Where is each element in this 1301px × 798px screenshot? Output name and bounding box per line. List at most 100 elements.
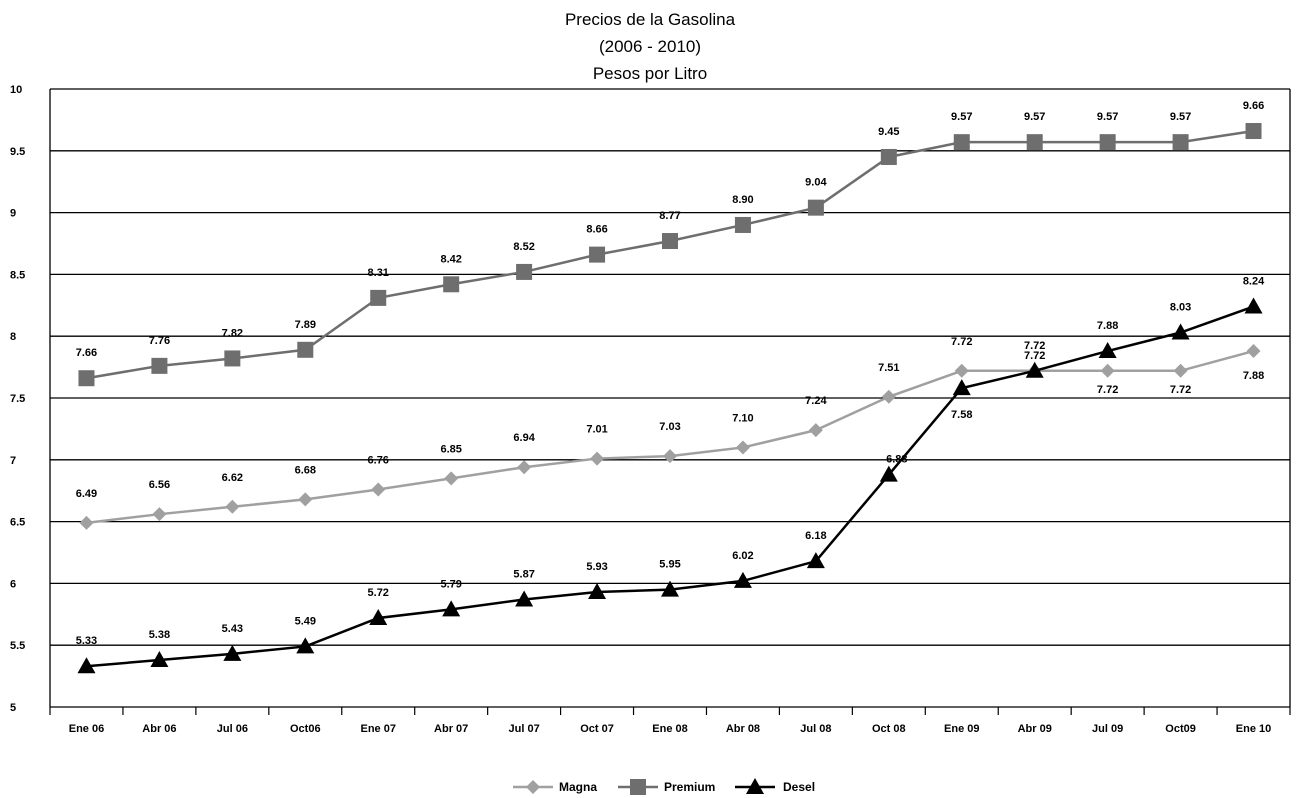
data-point-desel <box>296 637 315 654</box>
data-label-desel: 7.88 <box>1097 320 1118 332</box>
data-point-desel <box>1025 361 1044 378</box>
data-label-magna: 7.88 <box>1243 370 1264 382</box>
data-point-desel <box>1171 323 1190 340</box>
series-line-premium <box>86 129 1254 380</box>
data-point-desel <box>952 379 971 396</box>
data-label-magna: 7.03 <box>659 421 680 433</box>
data-label-magna: 6.56 <box>149 479 170 491</box>
data-point-magna <box>590 451 605 466</box>
x-tick-label: Abr 06 <box>142 723 176 735</box>
data-point-premium <box>443 276 460 293</box>
data-point-desel <box>223 644 242 661</box>
data-label-desel: 5.93 <box>586 561 607 573</box>
chart-title: Precios de la Gasolina (2006 - 2010) Pes… <box>565 10 736 83</box>
data-point-desel <box>588 583 607 600</box>
legend-marker-magna <box>526 780 540 794</box>
data-point-desel <box>369 609 388 626</box>
data-label-magna: 6.94 <box>513 432 535 444</box>
data-point-magna <box>225 499 240 514</box>
x-tick-label: Abr 09 <box>1018 723 1052 735</box>
x-tick-label: Abr 08 <box>726 723 760 735</box>
data-label-desel: 6.88 <box>886 454 907 466</box>
x-tick-label: Oct06 <box>290 723 321 735</box>
data-point-premium <box>1245 123 1262 140</box>
x-tick-label: Jul 08 <box>800 723 831 735</box>
y-tick-label: 7 <box>10 455 16 467</box>
data-point-premium <box>370 289 387 306</box>
data-point-desel <box>879 465 898 482</box>
data-point-premium <box>953 134 970 151</box>
data-point-premium <box>734 216 751 233</box>
data-point-premium <box>78 370 95 387</box>
data-point-magna <box>152 507 167 522</box>
legend-item-premium: Premium <box>618 779 715 795</box>
x-tick-label: Jul 06 <box>217 723 248 735</box>
data-label-desel: 5.33 <box>76 635 97 647</box>
data-label-desel: 6.18 <box>805 530 826 542</box>
legend-item-magna: Magna <box>513 780 597 794</box>
series-premium: 7.66 7.76 7.82 7.89 8.31 8.42 8.52 8.66 8.77 8.90… <box>76 100 1264 387</box>
data-label-desel: 5.72 <box>368 587 389 599</box>
data-point-premium <box>662 233 678 250</box>
data-point-magna <box>1246 344 1261 359</box>
data-label-premium: 8.77 <box>659 210 680 222</box>
y-tick-label: 10 <box>10 84 22 96</box>
data-point-magna <box>954 363 969 378</box>
data-label-magna: 7.72 <box>1097 384 1118 396</box>
chart-title-line-2: (2006 - 2010) <box>599 37 701 56</box>
series-line-desel <box>86 305 1254 668</box>
data-label-desel: 5.43 <box>222 623 243 635</box>
data-label-premium: 9.57 <box>951 111 972 123</box>
data-label-premium: 7.89 <box>295 319 316 331</box>
data-label-desel: 5.49 <box>295 615 316 627</box>
data-label-premium: 9.57 <box>1097 111 1118 123</box>
data-point-desel <box>442 600 461 617</box>
y-tick-label: 5.5 <box>10 640 25 652</box>
x-tick-label: Ene 06 <box>69 723 104 735</box>
legend-marker-premium <box>630 779 646 795</box>
data-point-magna <box>79 515 94 530</box>
data-label-premium: 8.90 <box>732 194 753 206</box>
data-label-magna: 7.51 <box>878 362 899 374</box>
legend-label: Premium <box>664 780 715 794</box>
legend-item-desel: Desel <box>735 778 815 794</box>
x-tick-label: Oct09 <box>1165 723 1196 735</box>
x-tick-label: Ene 09 <box>944 723 979 735</box>
y-tick-label: 9 <box>10 208 16 220</box>
data-label-desel: 5.38 <box>149 629 170 641</box>
x-tick-label: Jul 09 <box>1092 723 1123 735</box>
data-label-premium: 9.45 <box>878 126 899 138</box>
chart-title-line-1: Precios de la Gasolina <box>565 10 736 29</box>
data-point-premium <box>516 263 533 280</box>
legend-label: Magna <box>559 780 597 794</box>
data-label-magna: 6.68 <box>295 464 316 476</box>
x-tick-label: Abr 07 <box>434 723 468 735</box>
data-point-premium <box>807 199 824 216</box>
data-label-desel: 8.24 <box>1243 276 1265 288</box>
data-point-magna <box>517 460 532 475</box>
data-label-magna: 7.10 <box>732 412 753 424</box>
x-tick-label: Oct 07 <box>580 723 614 735</box>
data-label-premium: 9.66 <box>1243 100 1264 112</box>
data-label-desel: 5.87 <box>513 568 534 580</box>
data-point-magna <box>735 440 750 455</box>
data-label-premium: 8.66 <box>586 224 607 236</box>
legend-marker-desel <box>746 778 764 794</box>
data-point-desel <box>77 657 96 674</box>
data-label-desel: 5.95 <box>659 559 680 571</box>
data-label-magna: 6.49 <box>76 488 97 500</box>
data-label-premium: 9.57 <box>1170 111 1191 123</box>
data-point-premium <box>589 246 606 263</box>
data-point-magna <box>444 471 459 486</box>
data-point-desel <box>661 580 679 597</box>
y-tick-label: 8.5 <box>10 269 25 281</box>
data-label-magna: 7.72 <box>951 336 972 348</box>
data-point-magna <box>808 423 823 438</box>
data-label-magna: 7.72 <box>1024 340 1045 352</box>
y-tick-label: 8 <box>10 331 16 343</box>
data-label-magna: 6.85 <box>440 443 461 455</box>
data-label-premium: 9.57 <box>1024 111 1045 123</box>
data-label-premium: 7.76 <box>149 335 170 347</box>
series-line-magna <box>86 349 1254 525</box>
